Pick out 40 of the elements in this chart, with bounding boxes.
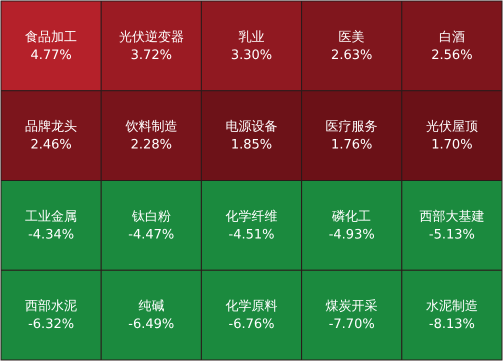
- annotation: 光伏屋顶: [426, 120, 478, 135]
- annotation: 钛白粉: [130, 209, 171, 224]
- data-label: -6.76%: [228, 317, 274, 332]
- annotation: 医美: [338, 28, 365, 45]
- annotation: 化学纤维: [226, 209, 278, 224]
- annotation: 化学原料: [226, 299, 278, 314]
- annotation: 工业金属: [25, 209, 78, 224]
- data-label: -4.47%: [128, 227, 174, 242]
- data-label: 1.85%: [230, 138, 272, 153]
- data-label: 1.70%: [431, 138, 473, 153]
- data-label: 2.63%: [331, 48, 372, 63]
- data-label: 2.56%: [431, 48, 473, 63]
- annotation: 西部水泥: [25, 299, 78, 314]
- annotation: 乳业: [238, 30, 264, 45]
- annotation: 电源设备: [226, 120, 278, 135]
- data-label: 3.72%: [130, 48, 172, 63]
- data-label: -6.49%: [128, 317, 174, 332]
- data-label: -4.93%: [328, 227, 375, 242]
- annotation: 磷化工: [331, 209, 372, 224]
- data-label: -6.32%: [28, 317, 74, 332]
- data-label: 2.28%: [130, 138, 172, 153]
- annotation: 医疗服务: [326, 120, 378, 135]
- data-label: 4.77%: [30, 48, 72, 63]
- annotation: 纯碱: [138, 299, 164, 314]
- data-label: -5.13%: [428, 227, 475, 242]
- annotation: 煤炭开采: [326, 299, 378, 314]
- data-label: -7.70%: [328, 317, 375, 332]
- annotation: 水泥制造: [426, 299, 478, 314]
- data-label: -8.13%: [428, 317, 475, 332]
- data-label: 1.76%: [331, 138, 372, 153]
- annotation: 西部大基建: [419, 209, 484, 224]
- annotation: 品牌龙头: [25, 120, 78, 135]
- annotation: 食品加工: [25, 30, 78, 45]
- data-label: 3.30%: [230, 48, 272, 63]
- annotation: 光伏逆变器: [118, 30, 184, 45]
- data-label: -4.51%: [228, 227, 274, 242]
- annotation: 饮料制造: [124, 120, 178, 135]
- annotation: 白酒: [438, 30, 465, 45]
- data-label: 2.46%: [30, 138, 72, 153]
- data-label: -4.34%: [28, 227, 74, 242]
